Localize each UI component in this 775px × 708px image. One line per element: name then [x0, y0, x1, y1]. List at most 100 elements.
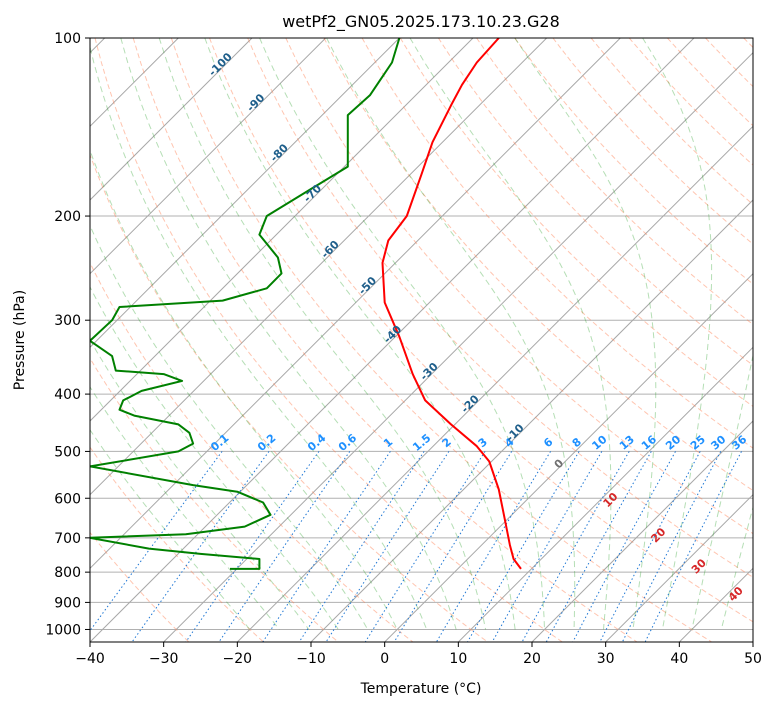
- isotherm-line: [236, 125, 753, 642]
- dry-adiabat-line: [590, 38, 753, 206]
- moist-adiabat-line: [259, 38, 545, 630]
- y-tick-label: 200: [54, 209, 81, 225]
- mixing-ratio-line: [644, 451, 742, 642]
- mixing-ratio-label: 10: [590, 433, 610, 453]
- mixing-ratio-line: [467, 451, 580, 642]
- y-tick-label: 900: [54, 595, 81, 611]
- x-tick-label: 40: [670, 651, 688, 667]
- mixing-ratio-label: 25: [688, 433, 708, 453]
- dry-adiabat-label: -30: [418, 360, 441, 383]
- mixing-ratio-label: 0.6: [336, 431, 360, 454]
- moist-adiabat-label: 10: [601, 490, 621, 510]
- dry-adiabat-line: [90, 446, 264, 642]
- dry-adiabat-line: [552, 38, 753, 245]
- dry-adiabat-line: [514, 38, 753, 285]
- dry-adiabat-label: -70: [301, 182, 324, 205]
- dry-adiabat-line: [667, 38, 753, 127]
- mixing-ratio-label: 1.5: [410, 431, 433, 453]
- isotherm-line: [90, 38, 621, 570]
- mixing-ratio-line: [599, 451, 701, 642]
- mixing-ratio-line: [545, 451, 652, 642]
- x-tick-label: 50: [744, 651, 762, 667]
- dry-adiabat-line: [90, 531, 190, 642]
- dry-adiabat-line: [476, 38, 753, 326]
- x-tick-label: −20: [223, 651, 253, 667]
- moist-adiabat-line: [90, 385, 280, 630]
- dry-adiabat-line: [705, 38, 753, 88]
- moist-adiabat-line: [720, 505, 753, 630]
- moist-adiabat-line: [120, 38, 457, 630]
- y-tick-label: 300: [54, 313, 81, 329]
- mixing-ratio-line: [572, 451, 676, 642]
- isotherm-line: [90, 38, 474, 422]
- moist-adiabat-line: [514, 38, 657, 630]
- x-tick-label: −30: [149, 651, 179, 667]
- y-tick-label: 700: [54, 531, 81, 547]
- plot-frame: [89, 37, 754, 643]
- isotherm-line: [605, 493, 753, 642]
- dewpoint-profile-line: [90, 38, 401, 570]
- x-tick-label: 10: [449, 651, 467, 667]
- mixing-ratio-label: 1: [381, 435, 395, 450]
- isotherm-line: [90, 38, 695, 642]
- dry-adiabat-line: [361, 38, 753, 449]
- moist-adiabat-line: [90, 148, 398, 630]
- y-axis-label: Pressure (hPa): [12, 290, 28, 390]
- dry-adiabat-line: [90, 357, 339, 642]
- moist-adiabat-line: [158, 38, 487, 630]
- mixing-ratio-line: [435, 451, 552, 642]
- x-tick-label: −10: [296, 651, 326, 667]
- moist-adiabat-line: [90, 338, 310, 630]
- mixing-ratio-line: [298, 451, 425, 642]
- mixing-ratio-label: 0.2: [255, 431, 278, 453]
- dry-adiabat-line: [132, 38, 638, 642]
- dry-adiabat-label: -80: [268, 141, 291, 164]
- moist-adiabat-line: [90, 428, 251, 630]
- temperature-profile-line: [381, 38, 522, 570]
- x-tick-label: 30: [597, 651, 615, 667]
- x-tick-label: 0: [380, 651, 389, 667]
- chart-title: wetPf2_GN05.2025.173.10.23.G28: [282, 12, 560, 32]
- dry-adiabat-line: [209, 38, 753, 623]
- isotherm-line: [384, 272, 753, 642]
- moist-adiabat-line: [90, 224, 369, 630]
- isotherm-line: [457, 346, 753, 642]
- isotherm-line: [678, 567, 753, 642]
- mixing-ratio-label: 6: [541, 435, 555, 450]
- mixing-ratio-line: [131, 451, 270, 642]
- dry-adiabat-line: [90, 153, 488, 642]
- y-tick-label: 500: [54, 444, 81, 460]
- dry-adiabat-line: [399, 38, 753, 408]
- y-tick-label: 400: [54, 387, 81, 403]
- dry-adiabat-line: [247, 38, 753, 578]
- moist-adiabat-line: [691, 353, 753, 630]
- mixing-ratio-label: 0.1: [208, 431, 231, 453]
- isotherm-line: [90, 38, 400, 349]
- dry-adiabat-label: -20: [459, 392, 482, 415]
- isotherm-line: [90, 38, 548, 496]
- isotherm-line: [163, 51, 753, 642]
- background-lines: [90, 38, 753, 642]
- isotherm-line: [531, 420, 753, 642]
- y-tick-label: 600: [54, 491, 81, 507]
- dry-adiabat-label: -60: [319, 238, 342, 261]
- mixing-ratio-line: [393, 451, 513, 642]
- isotherm-line: [90, 38, 327, 275]
- dry-adiabat-line: [743, 38, 753, 49]
- dry-adiabat-line: [90, 261, 414, 642]
- moist-adiabat-line: [409, 38, 612, 630]
- x-tick-label: 20: [523, 651, 541, 667]
- mixing-ratio-label: 2: [440, 435, 454, 450]
- dry-adiabat-label: -100: [206, 50, 235, 79]
- mixing-ratio-line: [621, 451, 722, 642]
- mixing-ratio-line: [262, 451, 391, 642]
- mixing-ratio-label: 16: [639, 433, 659, 453]
- moist-adiabat-line: [326, 38, 576, 630]
- mixing-ratio-label: 36: [729, 433, 749, 453]
- mixing-ratio-line: [218, 451, 351, 642]
- isotherm-line: [90, 38, 253, 201]
- mixing-ratio-line: [521, 451, 630, 642]
- x-tick-label: −40: [75, 651, 105, 667]
- profile-lines: [90, 38, 522, 570]
